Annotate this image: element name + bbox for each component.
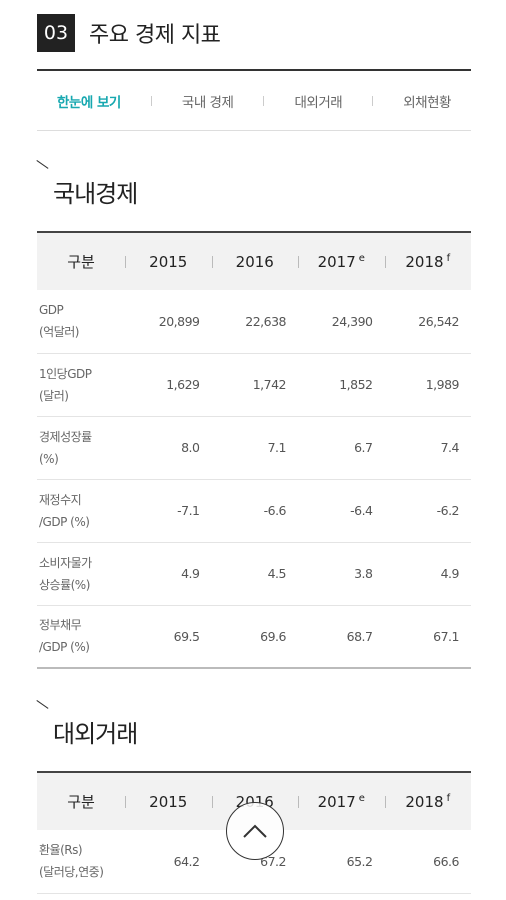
section-number-badge: 03 [37,14,75,52]
table-row: 경제성장률 (%) 8.0 7.1 6.7 7.4 [37,416,471,480]
section-title: 주요 경제 지표 [89,23,221,48]
row-label: 경제성장률 (%) [37,416,125,480]
tab-separator [150,96,152,106]
cell-value: 66.6 [384,830,471,894]
cell-value: 24,390 [298,290,385,354]
cell-value: 1,629 [125,353,212,417]
header-2015: 2015 [125,232,212,290]
tab-external-debt[interactable]: 외채현황 [403,95,451,111]
tab-bar: 한눈에 보기 국내 경제 대외거래 외채현황 [37,86,471,116]
cell-value: -6.6 [211,479,298,543]
section-header: 03 주요 경제 지표 [37,14,221,52]
cell-value: 4.9 [125,542,212,606]
cell-value: 8.0 [125,416,212,480]
table-row: 소비자물가 상승률(%) 4.9 4.5 3.8 4.9 [37,542,471,606]
cell-value: -6.2 [384,479,471,543]
tab-separator [372,96,374,106]
cell-value: 26,542 [384,290,471,354]
external-title: 대외거래 [53,720,138,748]
table-row: 1인당GDP (달러) 1,629 1,742 1,852 1,989 [37,353,471,417]
tab-separator [263,96,265,106]
header-category: 구분 [67,253,95,271]
cell-value: 68.7 [298,605,385,669]
header-2016: 2016 [211,232,299,290]
header-2018-sup: f [446,252,451,264]
tab-domestic-economy[interactable]: 국내 경제 [181,95,234,111]
cell-value: 7.4 [384,416,471,480]
chevron-up-icon [243,824,267,838]
cell-value: 22,638 [211,290,298,354]
header-2018-sup: f [446,792,451,804]
row-label: 환율(Rs) (달러당,연중) [37,830,125,894]
cell-value: 1,989 [384,353,471,417]
cell-value: 69.5 [125,605,212,669]
domestic-economy-table: 구분 2015 2016 2017 e 2018 f GDP (억달러) 20,89… [37,231,471,669]
cell-value: 4.5 [211,542,298,606]
row-label: 소비자물가 상승률(%) [37,542,125,606]
scroll-to-top-button[interactable] [226,802,284,860]
header-2017-text: 2017 [317,252,356,271]
cell-value: 69.6 [211,605,298,669]
heading-tick-mark [36,160,49,169]
header-2017-sup: e [358,792,365,804]
cell-value: -6.4 [298,479,385,543]
header-2017-sup: e [358,252,365,264]
cell-value: -7.1 [125,479,212,543]
cell-value: 65.2 [298,830,385,894]
domestic-title: 국내경제 [53,180,138,208]
cell-value: 3.8 [298,542,385,606]
header-2018: 2018 f [384,772,472,830]
cell-value: 7.1 [211,416,298,480]
header-2018-text: 2018 [405,252,444,271]
table-row: 재정수지 /GDP (%) -7.1 -6.6 -6.4 -6.2 [37,479,471,543]
cell-value: 6.7 [298,416,385,480]
header-2018: 2018 f [384,232,472,290]
row-label: GDP (억달러) [37,290,125,354]
table-row: 환율(Rs) (달러당,연중) 64.2 67.2 65.2 66.6 [37,830,471,894]
cell-value: 67.1 [384,605,471,669]
cell-value: 64.2 [125,830,212,894]
header-2015: 2015 [125,772,212,830]
cell-value: 20,899 [125,290,212,354]
cell-value: 1,742 [211,353,298,417]
row-label: 1인당GDP (달러) [37,353,125,417]
header-2017: 2017 e [298,772,385,830]
tab-overview[interactable]: 한눈에 보기 [57,95,121,111]
cell-value: 4.9 [384,542,471,606]
header-2018-text: 2018 [405,792,444,811]
header-category: 구분 [67,793,95,811]
header-2017-text: 2017 [317,792,356,811]
cell-value: 1,852 [298,353,385,417]
tab-divider [37,130,471,131]
heading-tick-mark [36,700,49,709]
table-row: GDP (억달러) 20,899 22,638 24,390 26,542 [37,290,471,354]
row-label: 정부채무 /GDP (%) [37,605,125,669]
tab-external-trade[interactable]: 대외거래 [294,95,343,111]
row-label: 재정수지 /GDP (%) [37,479,125,543]
table-row: 정부채무 /GDP (%) 69.5 69.6 68.7 67.1 [37,605,471,669]
header-2017: 2017 e [298,232,385,290]
top-divider [37,69,471,71]
